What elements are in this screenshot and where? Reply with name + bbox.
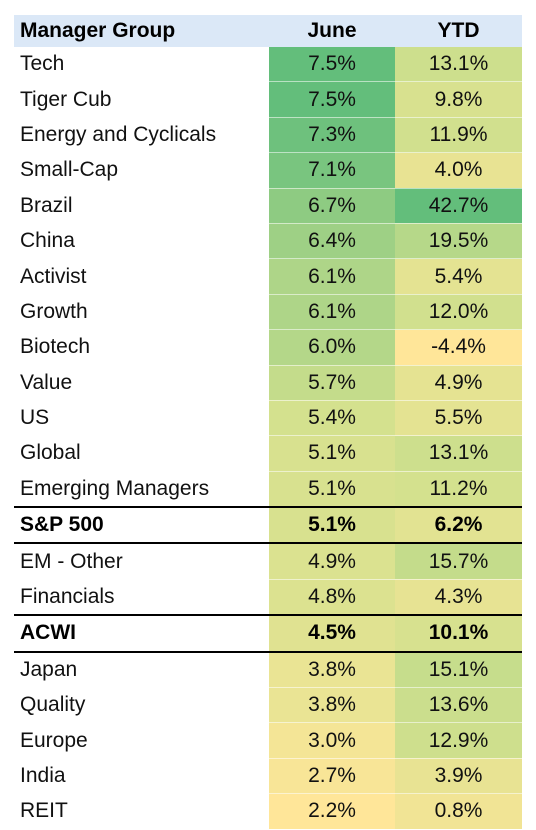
row-label: Quality <box>14 687 269 723</box>
june-cell: 7.3% <box>269 117 395 154</box>
june-cell: 5.7% <box>269 365 395 401</box>
june-cell: 7.5% <box>269 81 395 118</box>
benchmark-row: S&P 500 5.1% 6.2% <box>14 506 522 545</box>
returns-table-wrap: Manager Group June YTD Tech 7.5% 13.1% Tige… <box>14 15 522 830</box>
row-label: Energy and Cyclicals <box>14 117 269 153</box>
june-cell: 4.9% <box>269 543 395 580</box>
table-row: Tech 7.5% 13.1% <box>14 47 522 83</box>
ytd-cell: 4.3% <box>395 579 522 616</box>
ytd-cell: 13.1% <box>395 47 522 83</box>
ytd-cell: 11.9% <box>395 117 522 154</box>
ytd-cell: 5.4% <box>395 258 522 295</box>
june-cell: 6.4% <box>269 223 395 260</box>
june-cell: 6.0% <box>269 329 395 366</box>
returns-heatmap-table: Manager Group June YTD Tech 7.5% 13.1% Tige… <box>14 15 522 830</box>
june-cell: 5.1% <box>269 471 395 508</box>
june-cell: 3.0% <box>269 722 395 759</box>
header-manager-group: Manager Group <box>14 15 269 47</box>
june-cell: 6.1% <box>269 294 395 331</box>
june-cell: 3.8% <box>269 651 395 689</box>
ytd-cell: 4.0% <box>395 152 522 189</box>
row-label: Small-Cap <box>14 152 269 189</box>
table-row: Value 5.7% 4.9% <box>14 365 522 401</box>
row-label: China <box>14 223 269 259</box>
ytd-cell: 0.8% <box>395 793 522 830</box>
table-row: EM - Other 4.9% 15.7% <box>14 543 522 580</box>
row-label: Biotech <box>14 329 269 366</box>
table-row: US 5.4% 5.5% <box>14 400 522 437</box>
row-label: US <box>14 400 269 436</box>
table-row: Activist 6.1% 5.4% <box>14 258 522 295</box>
june-cell: 4.8% <box>269 579 395 616</box>
ytd-cell: 9.8% <box>395 81 522 118</box>
header-june: June <box>269 15 395 47</box>
june-cell: 5.4% <box>269 400 395 437</box>
june-cell: 7.1% <box>269 152 395 189</box>
ytd-cell: 19.5% <box>395 223 522 260</box>
table-row: Growth 6.1% 12.0% <box>14 294 522 331</box>
table-row: India 2.7% 3.9% <box>14 758 522 795</box>
header-row: Manager Group June YTD <box>14 15 522 47</box>
row-label: Tech <box>14 47 269 82</box>
table-row: Global 5.1% 13.1% <box>14 435 522 472</box>
row-label: India <box>14 758 269 794</box>
row-label: Value <box>14 365 269 401</box>
benchmark-row: ACWI 4.5% 10.1% <box>14 614 522 653</box>
row-label: S&P 500 <box>14 506 269 545</box>
june-cell: 4.5% <box>269 614 395 653</box>
table-row: Japan 3.8% 15.1% <box>14 651 522 689</box>
table-row: Energy and Cyclicals 7.3% 11.9% <box>14 117 522 154</box>
june-cell: 5.1% <box>269 506 395 545</box>
ytd-cell: 13.6% <box>395 687 522 724</box>
june-cell: 6.1% <box>269 258 395 295</box>
row-label: Activist <box>14 258 269 295</box>
ytd-cell: 4.9% <box>395 365 522 401</box>
row-label: EM - Other <box>14 543 269 580</box>
table-row: REIT 2.2% 0.8% <box>14 793 522 830</box>
ytd-cell: 3.9% <box>395 758 522 795</box>
ytd-cell: 5.5% <box>395 400 522 437</box>
row-label: Global <box>14 435 269 472</box>
row-label: Tiger Cub <box>14 81 269 118</box>
june-cell: 5.1% <box>269 435 395 472</box>
june-cell: 7.5% <box>269 47 395 83</box>
row-label: Brazil <box>14 188 269 224</box>
ytd-cell: 15.1% <box>395 651 522 689</box>
ytd-cell: 11.2% <box>395 471 522 508</box>
row-label: Financials <box>14 579 269 616</box>
row-label: Emerging Managers <box>14 471 269 508</box>
ytd-cell: 12.0% <box>395 294 522 331</box>
table-row: Europe 3.0% 12.9% <box>14 722 522 759</box>
table-row: Financials 4.8% 4.3% <box>14 579 522 616</box>
row-label: REIT <box>14 793 269 830</box>
ytd-cell: 13.1% <box>395 435 522 472</box>
ytd-cell: 15.7% <box>395 543 522 580</box>
ytd-cell: 42.7% <box>395 188 522 224</box>
ytd-cell: -4.4% <box>395 329 522 366</box>
june-cell: 2.7% <box>269 758 395 795</box>
table-body: Tech 7.5% 13.1% Tiger Cub 7.5% 9.8% Energy and… <box>14 47 522 830</box>
row-label: Europe <box>14 722 269 759</box>
row-label: ACWI <box>14 614 269 653</box>
table-row: Emerging Managers 5.1% 11.2% <box>14 471 522 508</box>
table-row: Biotech 6.0% -4.4% <box>14 329 522 366</box>
table-row: Tiger Cub 7.5% 9.8% <box>14 81 522 118</box>
table-row: Quality 3.8% 13.6% <box>14 687 522 724</box>
row-label: Growth <box>14 294 269 330</box>
ytd-cell: 6.2% <box>395 506 522 545</box>
table-row: Brazil 6.7% 42.7% <box>14 188 522 224</box>
june-cell: 2.2% <box>269 793 395 830</box>
table-row: China 6.4% 19.5% <box>14 223 522 260</box>
ytd-cell: 12.9% <box>395 722 522 759</box>
table-row: Small-Cap 7.1% 4.0% <box>14 152 522 189</box>
june-cell: 3.8% <box>269 687 395 724</box>
june-cell: 6.7% <box>269 188 395 224</box>
row-label: Japan <box>14 651 269 688</box>
ytd-cell: 10.1% <box>395 614 522 653</box>
header-ytd: YTD <box>395 15 522 47</box>
